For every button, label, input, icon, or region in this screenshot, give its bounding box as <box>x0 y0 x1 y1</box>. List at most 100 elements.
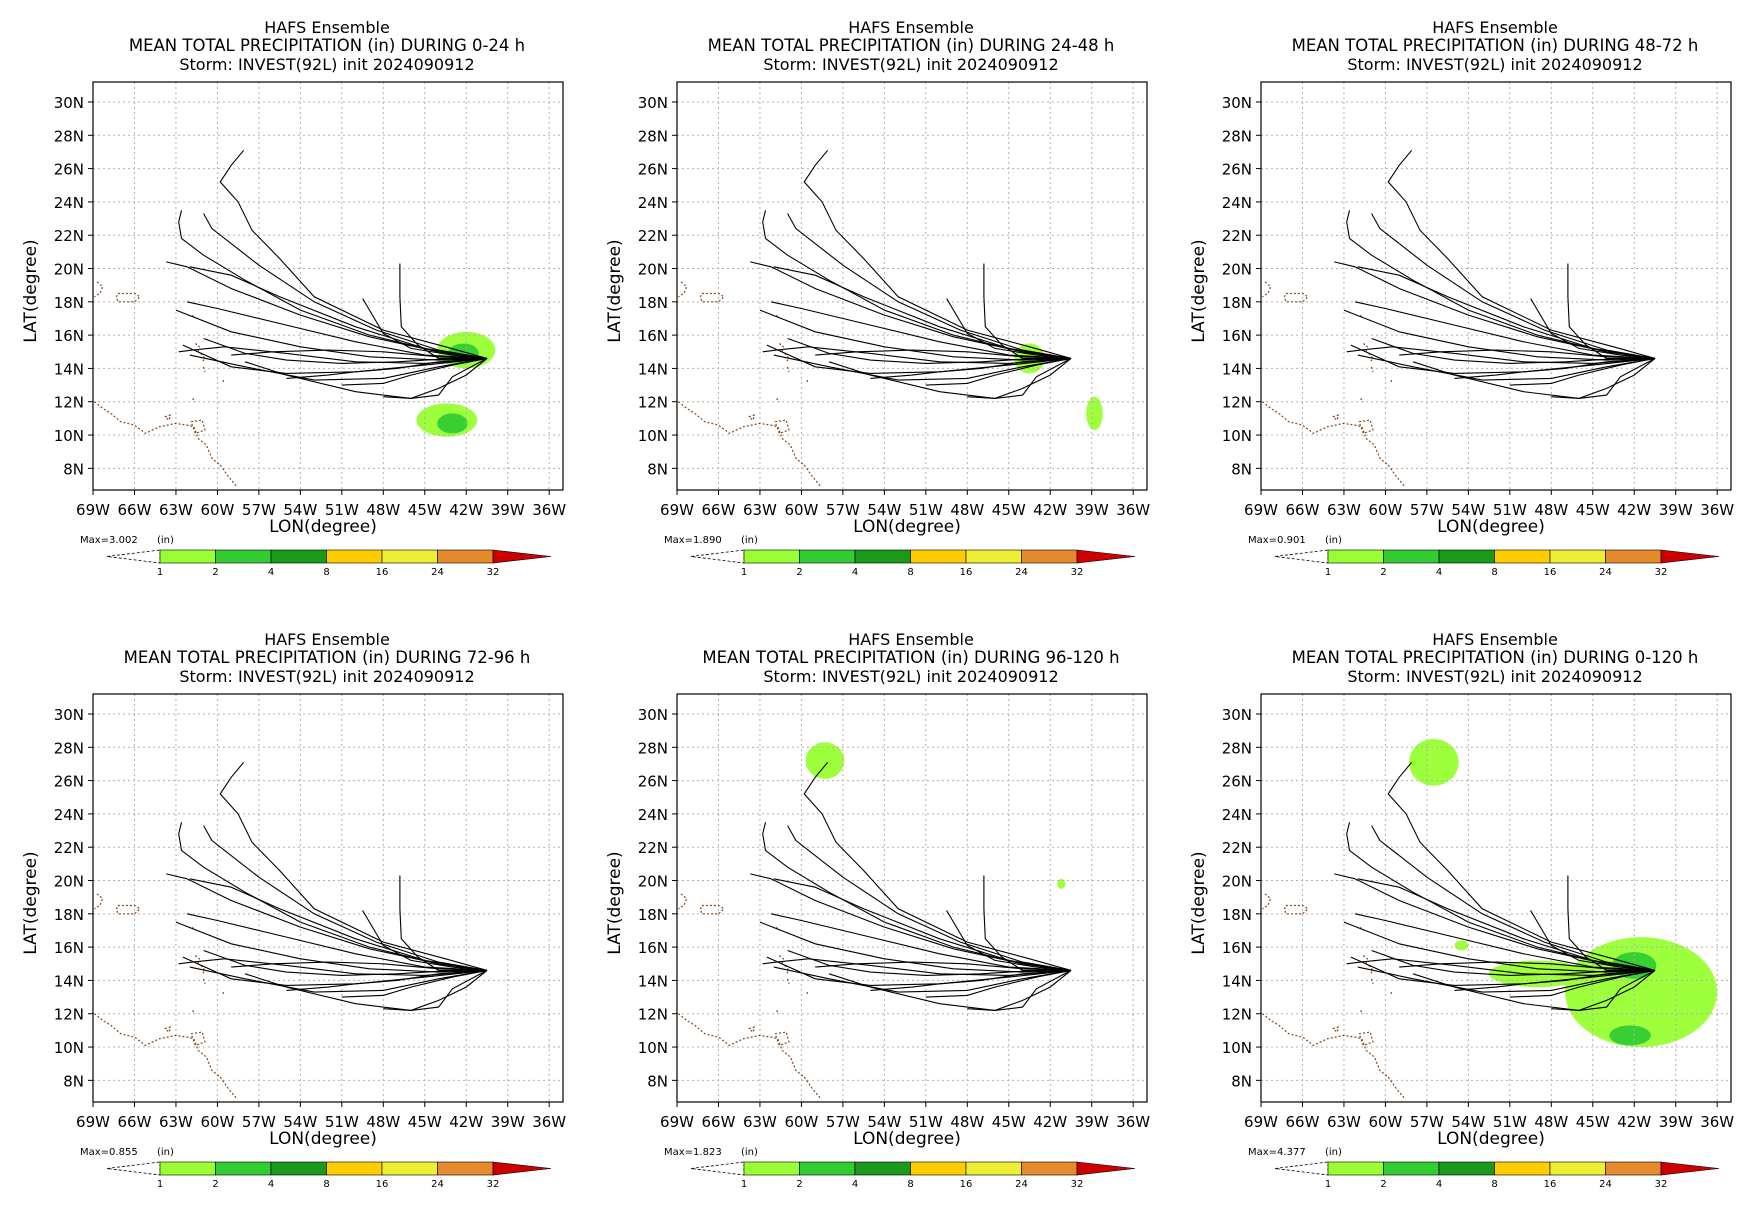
coastline <box>94 893 104 910</box>
x-tick-label: 57W <box>242 501 276 519</box>
ensemble-track <box>182 956 488 986</box>
x-tick-label: 69W <box>660 501 694 519</box>
colorbar-level-label: 2 <box>796 567 802 578</box>
colorbar-level-label: 16 <box>376 567 389 578</box>
ensemble-track <box>286 357 488 379</box>
units-label: (in) <box>1325 535 1342 546</box>
y-tick-label: 26N <box>638 161 668 179</box>
x-tick-label: 48W <box>1534 501 1568 519</box>
ensemble-track <box>1357 966 1656 993</box>
colorbar-segment <box>159 1161 216 1176</box>
colorbar-level-label: 1 <box>1325 567 1331 578</box>
ensemble-track <box>1334 261 1656 359</box>
panel-header: HAFS Ensemble <box>1432 18 1558 37</box>
x-tick-label: 66W <box>118 1113 152 1131</box>
ensemble-track <box>1399 349 1656 359</box>
y-tick-label: 16N <box>1222 327 1252 345</box>
colorbar-level-label: 8 <box>907 567 913 578</box>
colorbar-over-triangle <box>492 549 552 564</box>
x-tick-label: 36W <box>1700 1113 1734 1131</box>
max-value-label: Max=0.901 <box>1248 535 1306 546</box>
x-tick-label: 66W <box>118 501 152 519</box>
colorbar-under-triangle <box>1274 549 1329 564</box>
ensemble-track <box>178 958 488 976</box>
ensemble-track <box>383 969 488 1011</box>
x-tick-label: 60W <box>200 501 234 519</box>
ensemble-track <box>1343 921 1656 973</box>
x-tick-label: 60W <box>200 1113 234 1131</box>
precip-area <box>1057 878 1066 889</box>
ensemble-track <box>341 357 488 386</box>
x-tick-label: 45W <box>992 1113 1026 1131</box>
panel-title: MEAN TOTAL PRECIPITATION (in) DURING 0-1… <box>1292 648 1699 667</box>
coastline <box>678 281 688 298</box>
colorbar-level-label: 24 <box>431 567 444 578</box>
ensemble-track <box>925 969 1072 998</box>
coastline <box>776 398 780 403</box>
colorbar-level-label: 16 <box>1544 1179 1557 1190</box>
x-axis-label: LON(degree) <box>853 517 961 537</box>
coastline <box>784 965 790 975</box>
plot-area <box>1261 82 1731 490</box>
ensemble-track <box>219 761 488 971</box>
ensemble-track <box>773 966 1072 993</box>
coastline <box>678 893 688 910</box>
colorbar-level-label: 8 <box>907 1179 913 1190</box>
y-tick-label: 26N <box>638 773 668 791</box>
colorbar-level-label: 8 <box>1491 1179 1497 1190</box>
y-axis-label: LAT(degree) <box>1189 851 1209 954</box>
y-tick-label: 22N <box>54 227 84 245</box>
x-tick-label: 36W <box>532 501 566 519</box>
coastline <box>1262 893 1272 910</box>
y-tick-label: 18N <box>1222 906 1252 924</box>
max-value-label: Max=3.002 <box>80 535 138 546</box>
ensemble-track <box>1551 357 1656 399</box>
y-tick-label: 20N <box>1222 873 1252 891</box>
y-tick-label: 10N <box>1222 1039 1252 1057</box>
x-tick-label: 69W <box>76 501 110 519</box>
colorbar-segment <box>437 549 494 564</box>
panel-storm-info: Storm: INVEST(92L) init 2024090912 <box>763 667 1058 686</box>
ensemble-track <box>1357 878 1656 971</box>
plot-frame <box>676 81 1148 491</box>
panel-title: MEAN TOTAL PRECIPITATION (in) DURING 0-2… <box>129 36 525 55</box>
colorbar-segment <box>854 549 911 564</box>
colorbar-level-label: 24 <box>1599 567 1612 578</box>
colorbar-level-label: 32 <box>487 1179 500 1190</box>
y-tick-label: 24N <box>54 194 84 212</box>
coastline <box>699 292 726 303</box>
ensemble-track <box>815 349 1072 359</box>
x-axis-label: LON(degree) <box>1437 1129 1545 1149</box>
colorbar-segment <box>799 549 856 564</box>
colorbar-under-triangle <box>1274 1161 1329 1176</box>
x-tick-label: 63W <box>743 1113 777 1131</box>
x-tick-label: 39W <box>491 1113 525 1131</box>
y-tick-label: 24N <box>1222 194 1252 212</box>
x-tick-label: 60W <box>1368 1113 1402 1131</box>
colorbar-segment <box>1605 1161 1662 1176</box>
y-tick-label: 14N <box>54 360 84 378</box>
ensemble-track <box>1346 958 1656 976</box>
y-tick-label: 14N <box>638 360 668 378</box>
colorbar-level-label: 1 <box>741 1179 747 1190</box>
colorbar-segment <box>326 1161 383 1176</box>
coastline <box>115 904 142 915</box>
colorbar-segment <box>1327 549 1384 564</box>
coastline <box>203 978 206 984</box>
y-tick-label: 14N <box>1222 972 1252 990</box>
colorbar-level-label: 1 <box>1325 1179 1331 1190</box>
panel-header: HAFS Ensemble <box>848 630 974 649</box>
colorbar-level-label: 24 <box>1599 1179 1612 1190</box>
y-tick-label: 18N <box>1222 294 1252 312</box>
panel-title: MEAN TOTAL PRECIPITATION (in) DURING 48-… <box>1292 36 1699 55</box>
x-tick-label: 66W <box>1286 1113 1320 1131</box>
colorbar-segment <box>1549 1161 1606 1176</box>
x-tick-label: 45W <box>992 501 1026 519</box>
y-axis-label: LAT(degree) <box>21 851 41 954</box>
x-tick-label: 69W <box>1244 1113 1278 1131</box>
x-tick-label: 51W <box>909 1113 943 1131</box>
y-tick-label: 22N <box>638 227 668 245</box>
panel-storm-info: Storm: INVEST(92L) init 2024090912 <box>179 55 474 74</box>
